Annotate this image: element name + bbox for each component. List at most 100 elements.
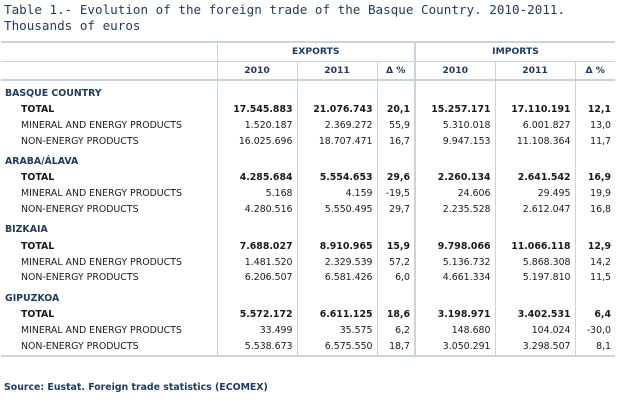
region-spacer xyxy=(376,286,415,308)
region-row: GIPUZKOA xyxy=(1,286,616,308)
cell-imports-delta: 12,9 xyxy=(574,238,616,255)
cell-imports-2011: 5.197.810 xyxy=(494,270,575,287)
cell-exports-delta: -19,5 xyxy=(376,186,415,202)
region-spacer xyxy=(494,217,575,239)
region-spacer xyxy=(296,286,377,308)
cell-exports-delta: 18,6 xyxy=(376,307,415,323)
region-spacer xyxy=(376,149,415,171)
header-exports-delta: Δ % xyxy=(376,61,415,81)
region-spacer xyxy=(574,286,616,308)
cell-exports-2010: 4.285.684 xyxy=(216,170,297,187)
cell-imports-delta: 6,4 xyxy=(574,307,616,323)
region-spacer xyxy=(216,80,297,102)
row-label: MINERAL AND ENERGY PRODUCTS xyxy=(21,324,182,336)
cell-imports-2011: 6.001.827 xyxy=(494,117,575,134)
cell-imports-2011: 2.612.047 xyxy=(494,201,575,218)
cell-imports-2010: 24.606 xyxy=(414,186,495,202)
cell-exports-2010: 7.688.027 xyxy=(216,238,297,255)
region-spacer xyxy=(216,149,297,171)
title-line-2: Thousands of euros xyxy=(4,18,141,33)
cell-exports-2011: 2.369.272 xyxy=(296,117,377,134)
cell-exports-2011: 8.910.965 xyxy=(296,238,377,255)
cell-exports-delta: 29,7 xyxy=(376,201,415,218)
cell-exports-delta: 29,6 xyxy=(376,170,415,187)
cell-imports-2011: 11.108.364 xyxy=(494,133,575,150)
source-note: Source: Eustat. Foreign trade statistics… xyxy=(4,382,268,393)
cell-exports-delta: 20,1 xyxy=(376,102,415,118)
header-exports: EXPORTS xyxy=(216,41,415,62)
cell-imports-2011: 17.110.191 xyxy=(494,102,575,118)
region-spacer xyxy=(494,80,575,102)
header-imports-delta: Δ % xyxy=(574,61,616,81)
row-label: TOTAL xyxy=(21,172,55,184)
region-spacer xyxy=(414,80,495,102)
row-label: NON-ENERGY PRODUCTS xyxy=(1,338,217,357)
cell-imports-delta: 13,0 xyxy=(574,117,616,134)
cell-exports-2011: 6.575.550 xyxy=(296,338,377,357)
region-name: BASQUE COUNTRY xyxy=(5,87,102,99)
region-spacer xyxy=(296,149,377,171)
cell-imports-2011: 2.641.542 xyxy=(494,170,575,187)
region-spacer xyxy=(574,217,616,239)
cell-imports-2011: 29.495 xyxy=(494,186,575,202)
region-spacer xyxy=(414,149,495,171)
cell-exports-2011: 2.329.539 xyxy=(296,254,377,271)
cell-imports-delta: 14,2 xyxy=(574,254,616,271)
cell-exports-2011: 35.575 xyxy=(296,322,377,339)
cell-imports-2010: 148.680 xyxy=(414,322,495,339)
region-name: BIZKAIA xyxy=(5,224,48,236)
table-row: MINERAL AND ENERGY PRODUCTS 5.168 4.159 -19… xyxy=(1,186,616,202)
cell-imports-2010: 9.798.066 xyxy=(414,238,495,255)
cell-imports-2010: 3.198.971 xyxy=(414,307,495,323)
region-spacer xyxy=(574,80,616,102)
table-row: NON-ENERGY PRODUCTS 16.025.696 18.707.471 1… xyxy=(1,133,616,150)
row-label: MINERAL AND ENERGY PRODUCTS xyxy=(21,119,182,131)
header-blank xyxy=(1,61,217,81)
region-spacer xyxy=(376,217,415,239)
cell-imports-delta: 8,1 xyxy=(574,338,616,357)
cell-imports-2010: 9.947.153 xyxy=(414,133,495,150)
cell-exports-delta: 6,2 xyxy=(376,322,415,339)
cell-exports-2010: 5.538.673 xyxy=(216,338,297,357)
row-label: MINERAL AND ENERGY PRODUCTS xyxy=(21,256,182,268)
region-spacer xyxy=(494,286,575,308)
header-row-years: 2010 2011 Δ % 2010 2011 Δ % xyxy=(1,61,616,81)
region-spacer xyxy=(376,80,415,102)
row-label: NON-ENERGY PRODUCTS xyxy=(21,203,139,215)
cell-imports-2010: 3.050.291 xyxy=(414,338,495,357)
table-row: NON-ENERGY PRODUCTS 5.538.673 6.575.550 18,… xyxy=(1,338,616,357)
header-imports-2011: 2011 xyxy=(494,61,575,81)
row-label: NON-ENERGY PRODUCTS xyxy=(21,272,139,284)
table-row: MINERAL AND ENERGY PRODUCTS 1.520.187 2.36… xyxy=(1,117,616,134)
cell-imports-2010: 15.257.171 xyxy=(414,102,495,118)
region-spacer xyxy=(296,217,377,239)
cell-exports-delta: 18,7 xyxy=(376,338,415,357)
region-spacer xyxy=(414,286,495,308)
region-name: ARABA/ÁLAVA xyxy=(5,155,79,167)
cell-exports-2010: 33.499 xyxy=(216,322,297,339)
cell-exports-2010: 17.545.883 xyxy=(216,102,297,118)
table-row: NON-ENERGY PRODUCTS 4.280.516 5.550.495 29,… xyxy=(1,201,616,218)
table-row: MINERAL AND ENERGY PRODUCTS 33.499 35.575 6… xyxy=(1,322,616,339)
region-spacer xyxy=(414,217,495,239)
row-label: TOTAL xyxy=(21,240,55,252)
cell-exports-delta: 57,2 xyxy=(376,254,415,271)
cell-imports-delta: 11,5 xyxy=(574,270,616,287)
region-spacer xyxy=(494,149,575,171)
cell-imports-2010: 5.310.018 xyxy=(414,117,495,134)
cell-exports-2010: 1.481.520 xyxy=(216,254,297,271)
cell-exports-2011: 6.581.426 xyxy=(296,270,377,287)
cell-exports-2011: 18.707.471 xyxy=(296,133,377,150)
region-spacer xyxy=(216,217,297,239)
cell-exports-2010: 6.206.507 xyxy=(216,270,297,287)
region-spacer xyxy=(574,149,616,171)
row-label: TOTAL xyxy=(21,309,55,321)
cell-imports-delta: 12,1 xyxy=(574,102,616,118)
table-row: TOTAL 17.545.883 21.076.743 20,1 15.257.171 1… xyxy=(1,102,616,118)
trade-table: EXPORTS IMPORTS 2010 2011 Δ % 2010 2011 … xyxy=(1,41,616,357)
cell-exports-2011: 5.550.495 xyxy=(296,201,377,218)
cell-exports-2011: 6.611.125 xyxy=(296,307,377,323)
cell-exports-2010: 5.572.172 xyxy=(216,307,297,323)
table-body: EXPORTS IMPORTS 2010 2011 Δ % 2010 2011 … xyxy=(1,41,616,357)
title-line-1: Table 1.- Evolution of the foreign trade… xyxy=(4,2,566,17)
